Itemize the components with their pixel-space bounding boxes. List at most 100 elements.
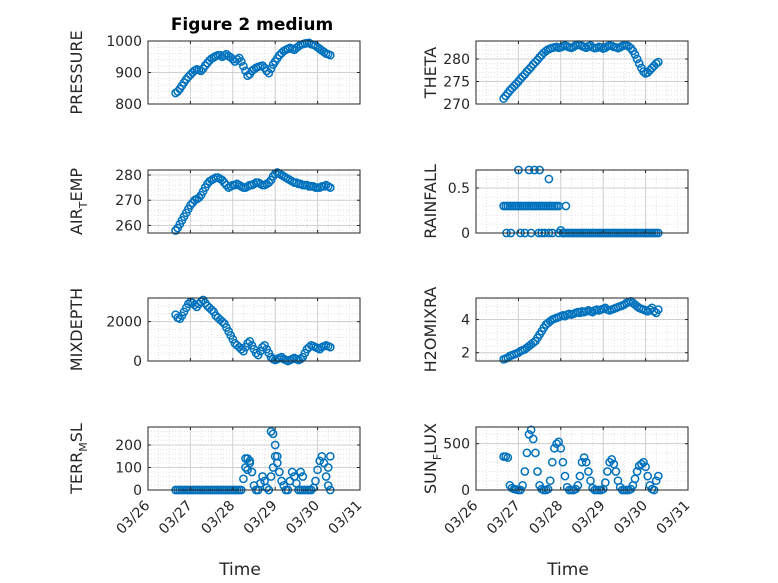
y-tick-label: 0 [461,226,470,242]
data-point [264,68,274,78]
data-point [547,457,557,467]
subplot-6: 2 4 H2OMIXRA [421,287,689,372]
data-point [325,50,335,60]
data-point [222,180,231,190]
data-point [217,175,227,185]
data-point [194,193,204,203]
data-point [217,317,227,326]
y-tick-label: 260 [115,218,142,234]
y-tick-label: 1000 [106,34,142,50]
x-axis-label: Time [546,560,589,580]
data-point [573,481,583,490]
data-point [266,472,276,481]
data-point [649,306,659,316]
data-point [243,71,252,81]
data-point [522,448,532,458]
y-tick-label: 0.5 [448,181,470,197]
data-point [641,462,650,472]
data-point [171,226,180,235]
data-point [543,484,553,494]
data-point [321,472,331,481]
y-axis-label: RAINFALL [421,164,440,239]
data-point [518,72,527,81]
axes-box [147,297,361,362]
y-axis-label: PRESSURE [67,30,86,114]
data-point [630,50,640,59]
data-point [323,463,333,472]
subplot-3: 260 270 280 AIRTEMP [67,168,361,235]
data-point [186,200,195,210]
data-point [545,476,555,486]
data-point [311,476,320,486]
data-point [577,457,587,467]
data-point [266,427,276,436]
data-point [296,467,305,477]
data-point [272,451,282,461]
y-tick-label: 500 [443,437,470,453]
data-point [251,348,261,358]
data-point [503,453,513,462]
data-point [236,57,246,66]
data-point [239,474,248,484]
data-point [287,467,297,477]
data-point [243,465,252,475]
data-point [323,481,333,490]
data-point [298,472,308,481]
data-point [258,472,267,481]
data-point [653,305,663,314]
data-point [270,440,280,450]
data-point [531,448,540,458]
data-point [561,201,571,211]
data-point [183,299,193,309]
axes-box [475,426,689,491]
data-point [315,456,325,466]
data-series [499,296,663,364]
data-point [524,65,534,74]
y-tick-label: 2 [461,346,470,362]
data-point [243,338,252,348]
data-point [634,59,644,68]
y-axis-label: THETA [421,47,440,99]
data-point [581,457,591,467]
data-point [207,305,216,315]
y-tick-label: 200 [115,438,142,454]
data-point [520,467,530,476]
data-point [643,68,653,77]
data-point [236,344,246,354]
data-point [215,50,225,60]
data-point [643,471,653,481]
data-point [268,429,278,439]
data-point [325,183,335,192]
data-series [171,38,335,98]
data-point [651,476,661,486]
data-series [171,168,335,235]
data-point [560,471,570,481]
data-point [313,465,322,475]
data-point [196,66,206,76]
axes-box [147,426,361,491]
y-tick-label: 0 [133,483,142,499]
data-point [200,61,210,70]
subplot-5: 0 2000 MIXDEPTH [67,288,361,371]
data-point [296,354,305,364]
data-point [241,454,250,463]
data-point [632,54,642,64]
data-point [533,467,542,476]
y-axis-label: AIRTEMP [67,168,90,235]
data-point [258,342,267,352]
data-point [304,342,314,352]
data-point [632,467,642,476]
data-point [579,453,589,462]
data-point [611,467,621,476]
data-point [262,483,272,493]
data-point [624,42,633,51]
data-point [528,60,538,69]
data-point [241,463,250,472]
data-point [262,66,272,76]
y-tick-label: 280 [115,168,142,184]
data-point [518,481,527,490]
data-point [275,467,284,477]
